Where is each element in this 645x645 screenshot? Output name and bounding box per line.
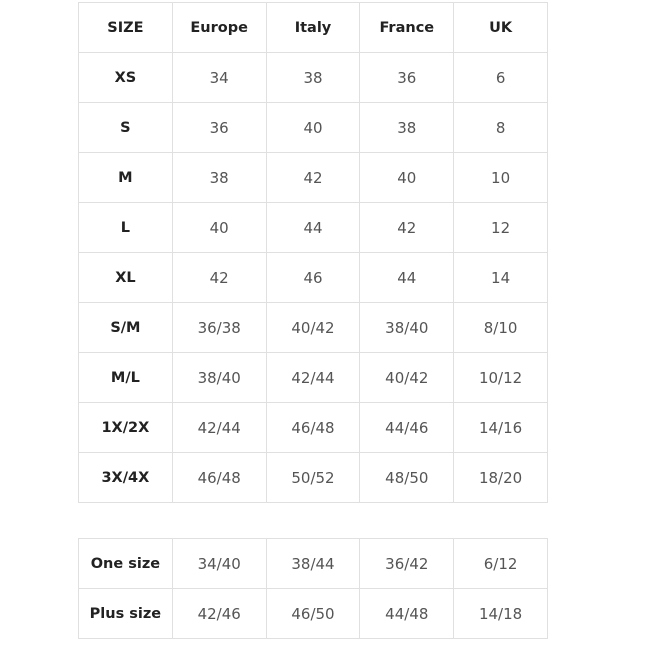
header-cell: Italy — [266, 3, 361, 53]
size-value: 8 — [454, 103, 548, 153]
size-label: Plus size — [79, 589, 173, 639]
header-cell: Europe — [172, 3, 267, 53]
size-value: 18/20 — [454, 453, 548, 503]
table-row: S/M 36/38 40/42 38/40 8/10 — [79, 303, 548, 353]
size-label: S/M — [79, 303, 173, 353]
size-value: 44 — [266, 203, 361, 253]
table-row: Plus size 42/46 46/50 44/48 14/18 — [79, 589, 548, 639]
table-row: XL 42 46 44 14 — [79, 253, 548, 303]
header-cell: SIZE — [79, 3, 173, 53]
size-value: 36/38 — [172, 303, 267, 353]
size-value: 42 — [172, 253, 267, 303]
size-value: 46 — [266, 253, 361, 303]
size-value: 10/12 — [454, 353, 548, 403]
size-value: 14/16 — [454, 403, 548, 453]
size-value: 38/40 — [360, 303, 455, 353]
size-value: 40/42 — [360, 353, 455, 403]
size-value: 14 — [454, 253, 548, 303]
size-label: XL — [79, 253, 173, 303]
size-value: 44/46 — [360, 403, 455, 453]
table-row: M 38 42 40 10 — [79, 153, 548, 203]
size-label: One size — [79, 539, 173, 589]
size-value: 38 — [360, 103, 455, 153]
table-row: S 36 40 38 8 — [79, 103, 548, 153]
size-label: M/L — [79, 353, 173, 403]
size-value: 38/44 — [266, 539, 361, 589]
size-value: 40 — [360, 153, 455, 203]
size-value: 44/48 — [360, 589, 455, 639]
size-value: 34 — [172, 53, 267, 103]
size-value: 50/52 — [266, 453, 361, 503]
size-value: 14/18 — [454, 589, 548, 639]
table-row: 3X/4X 46/48 50/52 48/50 18/20 — [79, 453, 548, 503]
table-row: L 40 44 42 12 — [79, 203, 548, 253]
size-value: 8/10 — [454, 303, 548, 353]
size-value: 48/50 — [360, 453, 455, 503]
size-value: 10 — [454, 153, 548, 203]
size-value: 36 — [360, 53, 455, 103]
table-row: One size 34/40 38/44 36/42 6/12 — [79, 539, 548, 589]
size-value: 42 — [360, 203, 455, 253]
size-value: 40/42 — [266, 303, 361, 353]
size-value: 38 — [172, 153, 267, 203]
size-value: 46/48 — [266, 403, 361, 453]
size-table-extra: One size 34/40 38/44 36/42 6/12 Plus size 42/4… — [78, 538, 548, 639]
size-value: 40 — [172, 203, 267, 253]
size-table: SIZE Europe Italy France UK XS 34 38 36 6 S 36 40 38 8… — [78, 2, 548, 503]
size-label: XS — [79, 53, 173, 103]
size-value: 42/44 — [266, 353, 361, 403]
table-row: M/L 38/40 42/44 40/42 10/12 — [79, 353, 548, 403]
size-label: 3X/4X — [79, 453, 173, 503]
size-value: 40 — [266, 103, 361, 153]
size-value: 12 — [454, 203, 548, 253]
table-row: XS 34 38 36 6 — [79, 53, 548, 103]
size-label: L — [79, 203, 173, 253]
size-value: 34/40 — [172, 539, 267, 589]
size-value: 38 — [266, 53, 361, 103]
header-row: SIZE Europe Italy France UK — [79, 3, 548, 53]
size-value: 6 — [454, 53, 548, 103]
size-value: 46/48 — [172, 453, 267, 503]
table-row: 1X/2X 42/44 46/48 44/46 14/16 — [79, 403, 548, 453]
size-value: 42/44 — [172, 403, 267, 453]
size-value: 44 — [360, 253, 455, 303]
size-value: 6/12 — [454, 539, 548, 589]
size-value: 42/46 — [172, 589, 267, 639]
size-value: 36 — [172, 103, 267, 153]
size-value: 46/50 — [266, 589, 361, 639]
size-label: 1X/2X — [79, 403, 173, 453]
size-label: M — [79, 153, 173, 203]
header-cell: France — [360, 3, 455, 53]
size-value: 38/40 — [172, 353, 267, 403]
size-value: 36/42 — [360, 539, 455, 589]
header-cell: UK — [454, 3, 548, 53]
size-value: 42 — [266, 153, 361, 203]
size-label: S — [79, 103, 173, 153]
